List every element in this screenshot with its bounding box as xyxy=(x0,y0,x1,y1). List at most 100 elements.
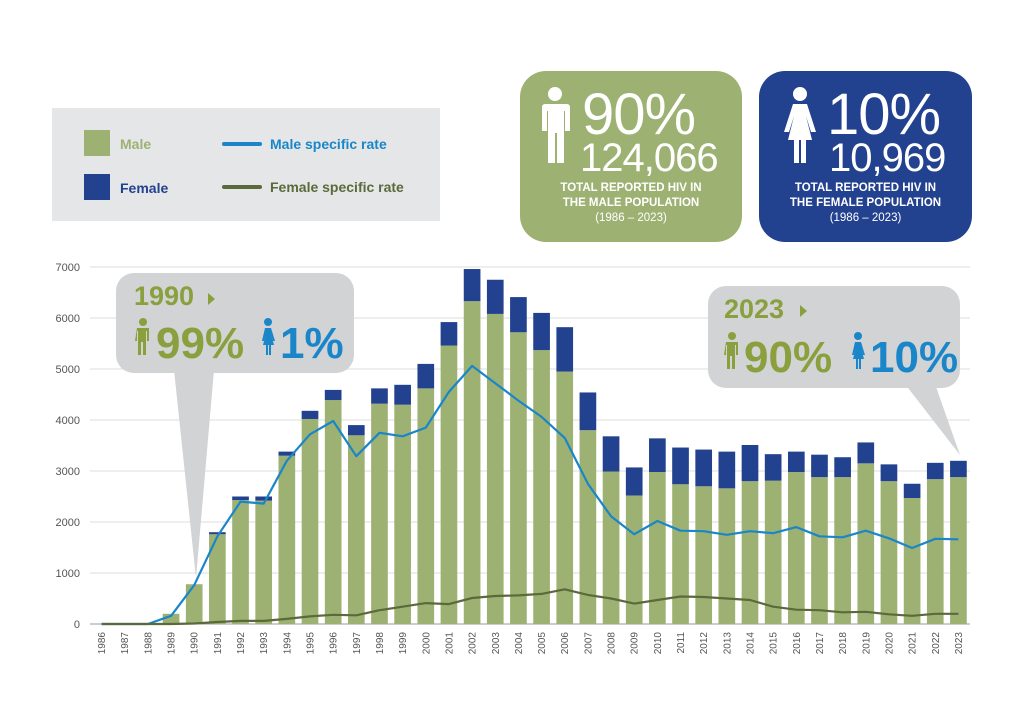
male-desc-line1: TOTAL REPORTED HIV IN xyxy=(560,182,702,194)
bar-male xyxy=(463,301,481,624)
callout-1990-female-icon xyxy=(262,318,275,355)
x-tick-label: 2003 xyxy=(491,632,502,655)
bar-female xyxy=(556,327,574,372)
bar-male xyxy=(857,463,875,624)
callout-1990-male-icon xyxy=(135,318,149,355)
bar-female xyxy=(903,483,921,499)
bar-female xyxy=(510,297,527,333)
bar-male xyxy=(278,455,296,624)
x-tick-label: 2017 xyxy=(815,632,826,655)
x-tick-label: 2009 xyxy=(630,632,641,655)
x-tick-label: 2013 xyxy=(722,632,733,655)
female-desc-line1: TOTAL REPORTED HIV IN xyxy=(794,182,937,194)
callout-1990-arrow-icon xyxy=(208,293,215,305)
x-tick-label: 2021 xyxy=(908,632,919,655)
x-tick-label: 2002 xyxy=(468,632,479,655)
female-desc-line3: (1986 – 2023) xyxy=(829,212,902,224)
y-tick-label: 7000 xyxy=(56,262,80,274)
bar-female xyxy=(463,269,481,302)
x-tick-label: 2020 xyxy=(884,632,895,655)
bar-female xyxy=(533,312,550,351)
bar-male xyxy=(301,418,319,624)
bar-male xyxy=(579,430,597,624)
bar-male xyxy=(672,484,689,624)
female-figure-icon xyxy=(784,87,816,163)
x-tick-label: 2019 xyxy=(861,632,872,655)
chart-legend: Male Female Male specific rate Female sp… xyxy=(52,108,440,221)
bar-male xyxy=(764,480,782,624)
male-total-card: 90% 124,066 TOTAL REPORTED HIV IN THE MA… xyxy=(520,71,742,242)
bar-male xyxy=(625,495,643,624)
bar-male xyxy=(510,332,527,624)
x-tick-label: 1991 xyxy=(213,632,224,655)
bar-male xyxy=(232,500,249,624)
bar-female xyxy=(811,454,828,478)
y-tick-label: 2000 xyxy=(56,517,80,529)
x-tick-label: 1994 xyxy=(282,632,293,655)
x-tick-label: 2018 xyxy=(838,632,849,655)
bar-female xyxy=(347,425,365,436)
bar-female xyxy=(857,442,875,464)
x-tick-label: 2022 xyxy=(931,632,942,655)
bar-female xyxy=(880,464,898,482)
x-tick-label: 1997 xyxy=(352,632,363,655)
x-tick-label: 1992 xyxy=(236,632,247,655)
bar-female xyxy=(672,447,689,485)
bar-male xyxy=(741,481,759,624)
legend-label-male: Male xyxy=(120,136,152,152)
bar-female xyxy=(926,462,944,480)
female-count: 10,969 xyxy=(829,136,946,180)
bar-female xyxy=(764,454,782,481)
bar-female xyxy=(255,496,273,501)
x-tick-label: 2007 xyxy=(583,632,594,655)
bar-male xyxy=(324,400,342,624)
x-tick-label: 1995 xyxy=(306,632,317,655)
bar-female xyxy=(394,384,411,405)
x-tick-label: 2010 xyxy=(653,632,664,655)
bar-male xyxy=(209,534,226,624)
bar-male xyxy=(440,345,458,624)
bar-female xyxy=(718,451,736,489)
x-tick-label: 1999 xyxy=(398,632,409,655)
y-tick-label: 1000 xyxy=(56,568,80,580)
legend-line-female-rate xyxy=(222,185,262,189)
callout-2023-male-icon xyxy=(724,332,738,369)
bar-female xyxy=(232,496,249,501)
callout-2023-arrow-icon xyxy=(800,305,807,317)
callout-2023-female-icon xyxy=(852,332,865,369)
x-tick-label: 1996 xyxy=(329,632,340,655)
x-tick-label: 1988 xyxy=(143,632,154,655)
bar-female xyxy=(371,388,388,404)
female-total-card: 10% 10,969 TOTAL REPORTED HIV IN THE FEM… xyxy=(759,71,972,242)
bar-male xyxy=(695,486,713,624)
legend-label-female-rate: Female specific rate xyxy=(270,179,404,195)
bar-female xyxy=(625,467,643,496)
bar-male xyxy=(903,498,921,624)
x-tick-label: 2000 xyxy=(421,632,432,655)
bar-female xyxy=(301,410,319,419)
x-tick-label: 1989 xyxy=(167,632,178,655)
y-tick-label: 5000 xyxy=(56,364,80,376)
x-tick-label: 1990 xyxy=(190,632,201,655)
x-tick-label: 2005 xyxy=(537,632,548,655)
callout-2023-female-pct: 10% xyxy=(870,333,958,382)
male-desc-line2: THE MALE POPULATION xyxy=(562,197,700,209)
x-tick-label: 2008 xyxy=(607,632,618,655)
bar-male xyxy=(347,435,365,624)
bar-male xyxy=(556,371,574,624)
x-tick-label: 2015 xyxy=(769,632,780,655)
legend-label-female: Female xyxy=(120,180,169,196)
callout-2023-year: 2023 xyxy=(724,294,784,324)
bar-male xyxy=(394,404,411,624)
bar-male xyxy=(926,479,944,624)
x-tick-label: 1986 xyxy=(97,632,108,655)
bar-female xyxy=(579,392,597,431)
x-tick-label: 2006 xyxy=(560,632,571,655)
bar-male xyxy=(255,500,273,624)
y-tick-label: 0 xyxy=(74,619,80,631)
x-tick-label: 2014 xyxy=(746,632,757,655)
bar-male xyxy=(602,471,620,624)
bar-female xyxy=(417,363,435,389)
bar-male xyxy=(486,313,504,624)
